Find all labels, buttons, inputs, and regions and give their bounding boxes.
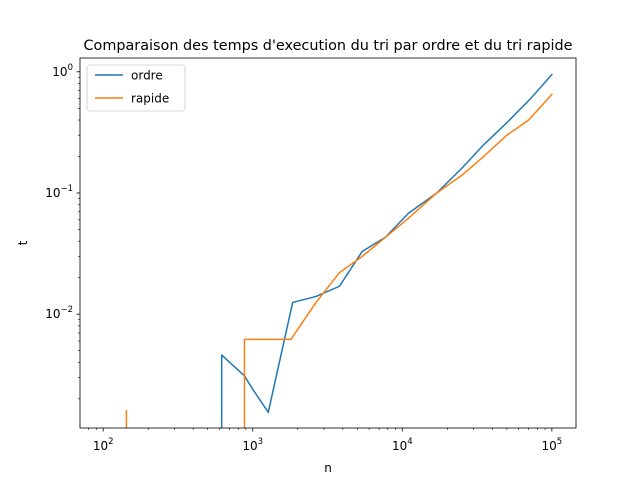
legend-label-ordre: ordre bbox=[131, 69, 163, 83]
x-tick-label: 105 bbox=[542, 437, 563, 453]
chart-title: Comparaison des temps d'execution du tri… bbox=[83, 38, 572, 54]
plot-frame bbox=[79, 57, 577, 429]
x-tick-label: 104 bbox=[392, 437, 413, 453]
x-tick-label: 102 bbox=[93, 437, 114, 453]
y-tick-label: 10−2 bbox=[45, 305, 73, 321]
y-tick-label: 100 bbox=[52, 63, 73, 79]
series-line-rapide bbox=[243, 93, 553, 428]
legend-label-rapide: rapide bbox=[131, 92, 169, 106]
legend-box bbox=[86, 64, 186, 112]
plot-area bbox=[80, 58, 576, 428]
x-axis-label: n bbox=[324, 461, 332, 475]
y-tick-label: 10−1 bbox=[45, 184, 73, 200]
series-line-ordre bbox=[220, 73, 553, 428]
y-axis-label: t bbox=[16, 240, 30, 245]
series-layer bbox=[125, 73, 553, 428]
x-tick-label: 103 bbox=[242, 437, 263, 453]
legend: ordre rapide bbox=[86, 64, 186, 112]
